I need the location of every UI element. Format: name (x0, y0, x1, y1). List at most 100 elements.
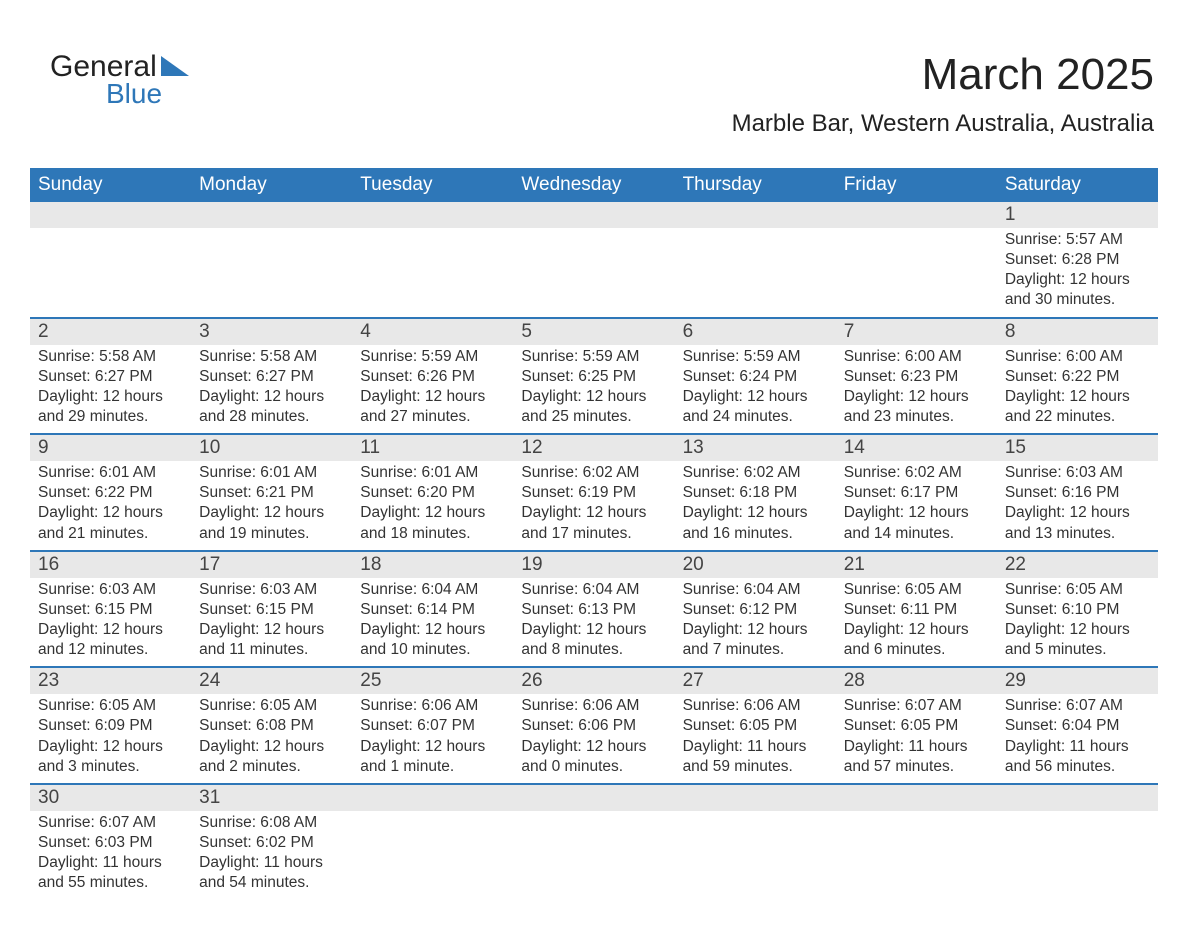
day-number-cell (352, 784, 513, 811)
daylight-text-2: and 29 minutes. (38, 407, 183, 427)
day-detail-cell (675, 228, 836, 318)
day-number-cell: 22 (997, 551, 1158, 578)
sunrise-text: Sunrise: 6:04 AM (683, 580, 828, 600)
day-detail-cell: Sunrise: 6:02 AMSunset: 6:18 PMDaylight:… (675, 461, 836, 551)
day-detail-cell: Sunrise: 6:03 AMSunset: 6:15 PMDaylight:… (30, 578, 191, 668)
day-detail-cell: Sunrise: 6:08 AMSunset: 6:02 PMDaylight:… (191, 811, 352, 900)
day-detail-cell: Sunrise: 6:05 AMSunset: 6:09 PMDaylight:… (30, 694, 191, 784)
day-number-cell: 25 (352, 667, 513, 694)
daylight-text-1: Daylight: 12 hours (844, 620, 989, 640)
month-title: March 2025 (732, 50, 1154, 100)
daylight-text-1: Daylight: 12 hours (683, 387, 828, 407)
day-detail-row: Sunrise: 5:58 AM Sunset: 6:27 PM Daylight:… (30, 345, 1158, 435)
daylight-text-2: and 57 minutes. (844, 757, 989, 777)
day-detail-cell: Sunrise: 5:59 AMSunset: 6:26 PMDaylight:… (352, 345, 513, 435)
sunrise-text: Sunrise: 6:03 AM (38, 580, 183, 600)
daylight-text-1: Daylight: 12 hours (521, 620, 666, 640)
day-detail-cell: Sunrise: 5:57 AMSunset: 6:28 PMDaylight:… (997, 228, 1158, 318)
daylight-text-1: Daylight: 12 hours (199, 620, 344, 640)
daylight-text-1: Daylight: 12 hours (521, 503, 666, 523)
day-number-cell (513, 202, 674, 228)
sunrise-text: Sunrise: 6:05 AM (199, 696, 344, 716)
sunset-text: Sunset: 6:18 PM (683, 483, 828, 503)
sunset-text: Sunset: 6:17 PM (844, 483, 989, 503)
day-number-cell: 23 (30, 667, 191, 694)
day-detail-cell (513, 228, 674, 318)
sunset-text: Sunset: 6:05 PM (844, 716, 989, 736)
daylight-text-2: and 59 minutes. (683, 757, 828, 777)
daylight-text-1: Daylight: 11 hours (683, 737, 828, 757)
day-detail-cell: Sunrise: 5:58 AMSunset: 6:27 PMDaylight:… (191, 345, 352, 435)
daylight-text-2: and 24 minutes. (683, 407, 828, 427)
day-number-cell: 14 (836, 434, 997, 461)
sunrise-text: Sunrise: 6:04 AM (360, 580, 505, 600)
weekday-header: Thursday (675, 168, 836, 202)
sunset-text: Sunset: 6:09 PM (38, 716, 183, 736)
sunrise-text: Sunrise: 6:06 AM (360, 696, 505, 716)
day-detail-cell: Sunrise: 6:07 AMSunset: 6:04 PMDaylight:… (997, 694, 1158, 784)
daylight-text-1: Daylight: 12 hours (199, 503, 344, 523)
daylight-text-2: and 11 minutes. (199, 640, 344, 660)
day-detail-cell (513, 811, 674, 900)
sunrise-text: Sunrise: 6:07 AM (38, 813, 183, 833)
sunset-text: Sunset: 6:20 PM (360, 483, 505, 503)
daylight-text-2: and 30 minutes. (1005, 290, 1150, 310)
sunset-text: Sunset: 6:19 PM (521, 483, 666, 503)
day-detail-cell: Sunrise: 6:03 AMSunset: 6:16 PMDaylight:… (997, 461, 1158, 551)
sunset-text: Sunset: 6:27 PM (38, 367, 183, 387)
daylight-text-2: and 0 minutes. (521, 757, 666, 777)
daylight-text-1: Daylight: 12 hours (360, 737, 505, 757)
day-detail-cell: Sunrise: 6:00 AMSunset: 6:22 PMDaylight:… (997, 345, 1158, 435)
day-number-cell: 18 (352, 551, 513, 578)
day-detail-cell: Sunrise: 6:06 AMSunset: 6:05 PMDaylight:… (675, 694, 836, 784)
sunset-text: Sunset: 6:03 PM (38, 833, 183, 853)
logo: General Blue (50, 50, 189, 110)
daylight-text-2: and 3 minutes. (38, 757, 183, 777)
day-number-cell: 29 (997, 667, 1158, 694)
sunrise-text: Sunrise: 5:57 AM (1005, 230, 1150, 250)
sunrise-text: Sunrise: 5:58 AM (199, 347, 344, 367)
day-detail-cell: Sunrise: 5:58 AMSunset: 6:27 PMDaylight:… (30, 345, 191, 435)
day-detail-cell (836, 228, 997, 318)
day-number-cell: 31 (191, 784, 352, 811)
daylight-text-2: and 10 minutes. (360, 640, 505, 660)
day-number-row: 9101112131415 (30, 434, 1158, 461)
day-number-cell: 4 (352, 318, 513, 345)
daylight-text-1: Daylight: 12 hours (199, 387, 344, 407)
day-detail-cell (352, 811, 513, 900)
sunrise-text: Sunrise: 6:08 AM (199, 813, 344, 833)
daylight-text-1: Daylight: 12 hours (38, 503, 183, 523)
day-number-cell: 12 (513, 434, 674, 461)
day-number-cell (191, 202, 352, 228)
sunset-text: Sunset: 6:08 PM (199, 716, 344, 736)
day-detail-cell: Sunrise: 6:07 AMSunset: 6:03 PMDaylight:… (30, 811, 191, 900)
day-number-cell: 26 (513, 667, 674, 694)
daylight-text-1: Daylight: 12 hours (1005, 270, 1150, 290)
daylight-text-1: Daylight: 11 hours (844, 737, 989, 757)
day-detail-cell: Sunrise: 6:00 AMSunset: 6:23 PMDaylight:… (836, 345, 997, 435)
day-number-cell: 28 (836, 667, 997, 694)
daylight-text-1: Daylight: 12 hours (1005, 503, 1150, 523)
day-detail-cell: Sunrise: 6:01 AMSunset: 6:22 PMDaylight:… (30, 461, 191, 551)
daylight-text-1: Daylight: 12 hours (521, 387, 666, 407)
sunrise-text: Sunrise: 6:05 AM (844, 580, 989, 600)
daylight-text-1: Daylight: 12 hours (683, 503, 828, 523)
day-number-row: 2345678 (30, 318, 1158, 345)
daylight-text-1: Daylight: 11 hours (38, 853, 183, 873)
day-number-cell (997, 784, 1158, 811)
day-number-cell (513, 784, 674, 811)
daylight-text-1: Daylight: 12 hours (360, 620, 505, 640)
sunrise-text: Sunrise: 6:05 AM (38, 696, 183, 716)
weekday-header: Friday (836, 168, 997, 202)
day-detail-cell: Sunrise: 6:05 AMSunset: 6:10 PMDaylight:… (997, 578, 1158, 668)
day-number-cell: 3 (191, 318, 352, 345)
daylight-text-2: and 6 minutes. (844, 640, 989, 660)
daylight-text-2: and 22 minutes. (1005, 407, 1150, 427)
day-detail-row: Sunrise: 6:05 AMSunset: 6:09 PMDaylight:… (30, 694, 1158, 784)
daylight-text-2: and 19 minutes. (199, 524, 344, 544)
day-detail-cell: Sunrise: 6:04 AMSunset: 6:13 PMDaylight:… (513, 578, 674, 668)
day-detail-cell: Sunrise: 5:59 AMSunset: 6:25 PMDaylight:… (513, 345, 674, 435)
sunrise-text: Sunrise: 6:07 AM (844, 696, 989, 716)
day-number-cell: 30 (30, 784, 191, 811)
sunset-text: Sunset: 6:02 PM (199, 833, 344, 853)
